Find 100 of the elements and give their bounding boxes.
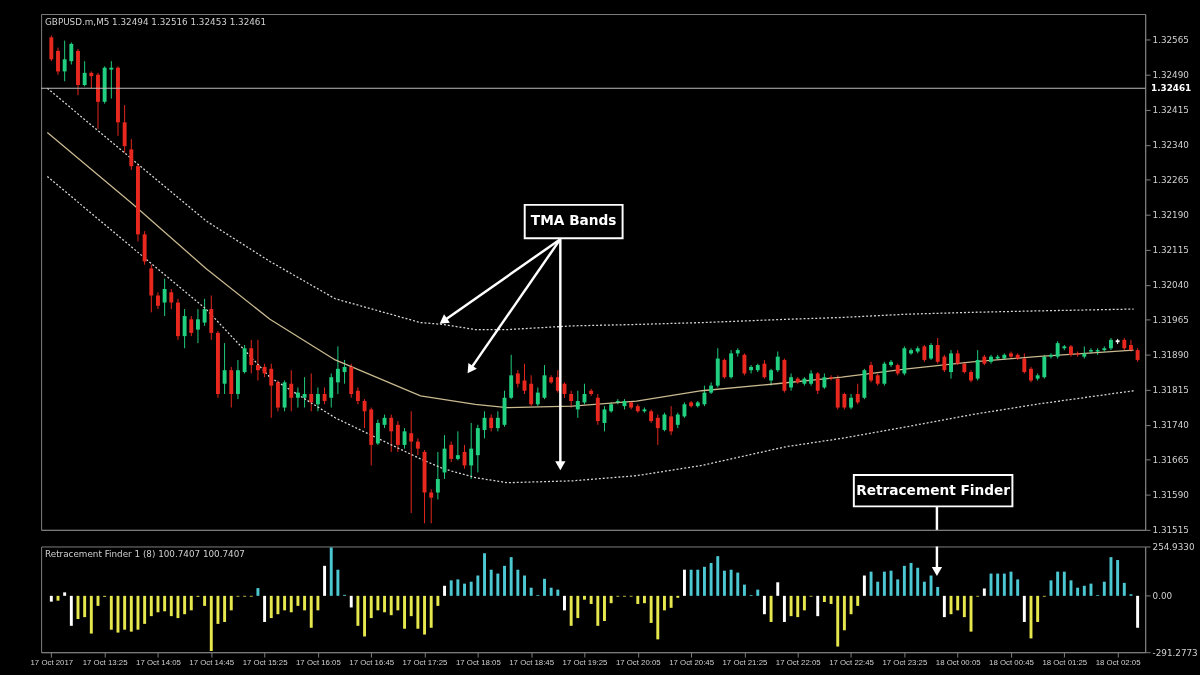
bar: [696, 569, 700, 596]
x-tick-label: 18 Oct 00:45: [989, 658, 1035, 668]
x-tick-label: 17 Oct 13:25: [82, 658, 129, 668]
bar: [822, 595, 826, 603]
x-tick-label: 17 Oct 20:05: [615, 658, 662, 668]
bar: [936, 586, 940, 596]
bar: [576, 595, 580, 619]
x-tick-label: 17 Oct 2017: [30, 658, 74, 668]
bar: [376, 595, 380, 611]
candlestick: [655, 414, 660, 446]
bar: [603, 595, 606, 621]
x-tick-label: 17 Oct 22:45: [829, 658, 875, 668]
bar: [143, 595, 147, 624]
candlestick: [535, 386, 540, 407]
bar: [736, 572, 740, 596]
bar: [403, 595, 407, 629]
bar: [109, 595, 113, 630]
bar: [889, 570, 893, 596]
x-tick-label: 17 Oct 15:25: [242, 658, 289, 668]
candlestick: [302, 376, 307, 409]
bar: [589, 595, 593, 604]
bar: [383, 595, 387, 613]
candlestick: [269, 363, 274, 419]
x-tick-label: 17 Oct 19:25: [562, 658, 609, 668]
candlestick: [829, 374, 834, 381]
candlestick: [395, 420, 400, 453]
bar: [163, 595, 167, 612]
x-tick-label: 17 Oct 17:25: [402, 658, 449, 668]
y-tick-label: 1.32565: [1152, 35, 1189, 46]
bar: [176, 595, 180, 619]
candlestick: [129, 138, 134, 171]
bar: [303, 595, 307, 611]
bar: [496, 573, 500, 596]
y-tick-label: 1.32190: [1152, 210, 1190, 221]
candlestick: [1049, 352, 1053, 360]
candlestick: [335, 345, 340, 395]
bar: [429, 595, 433, 628]
bar: [449, 580, 453, 596]
bar: [529, 587, 533, 596]
bar: [129, 595, 133, 632]
candlestick: [362, 398, 367, 429]
bar: [916, 567, 920, 596]
bar: [549, 587, 553, 596]
bar: [69, 595, 73, 626]
candlestick: [449, 441, 454, 463]
bar: [309, 595, 313, 628]
line-series: [46, 175, 1135, 484]
candlestick: [722, 358, 727, 380]
bar: [962, 595, 966, 618]
bar: [323, 565, 327, 596]
candlestick: [182, 308, 187, 349]
bar: [643, 595, 646, 604]
bar: [563, 595, 566, 611]
candlestick: [775, 351, 780, 373]
bar: [469, 581, 473, 596]
x-tick-label: 17 Oct 14:45: [189, 658, 235, 668]
candlestick: [529, 374, 534, 407]
bar: [1002, 573, 1006, 596]
candlestick: [662, 412, 667, 432]
candlestick: [909, 347, 913, 356]
bar: [149, 595, 153, 617]
y-tick-label: 1.31515: [1152, 525, 1189, 536]
candlestick: [869, 361, 874, 383]
bar: [756, 589, 760, 596]
candlestick: [589, 388, 594, 397]
y-tick-label: 1.32115: [1152, 245, 1189, 256]
candlestick: [709, 381, 714, 395]
candlestick: [189, 315, 194, 337]
x-tick-label: 17 Oct 16:45: [349, 658, 395, 668]
bar: [489, 569, 493, 596]
bar: [1062, 571, 1066, 596]
y-tick-label: 1.32340: [1152, 140, 1190, 151]
bar: [802, 595, 806, 611]
bar: [276, 595, 280, 615]
candlestick: [575, 390, 580, 419]
bar: [776, 582, 780, 596]
x-tick-label: 17 Oct 14:05: [136, 658, 182, 668]
candlestick: [162, 278, 167, 317]
bar: [569, 595, 573, 626]
candlestick: [235, 359, 240, 400]
bar: [896, 579, 900, 596]
bar: [1036, 595, 1040, 622]
candlestick: [689, 400, 694, 409]
bar: [656, 595, 660, 640]
bar: [369, 595, 373, 619]
bar: [829, 595, 833, 604]
candlestick: [402, 427, 407, 450]
candlestick: [229, 366, 234, 409]
candlestick: [815, 371, 820, 395]
bar: [436, 595, 440, 606]
bar: [996, 573, 1000, 596]
candlestick: [389, 414, 394, 453]
bar: [782, 595, 786, 622]
annotation: TMA Bands: [530, 212, 617, 229]
bar: [636, 595, 640, 604]
candlestick: [975, 349, 980, 381]
bar: [336, 569, 340, 596]
y-tick-label: 1.32490: [1152, 70, 1190, 81]
candlestick: [789, 372, 794, 392]
candlestick: [375, 419, 380, 446]
